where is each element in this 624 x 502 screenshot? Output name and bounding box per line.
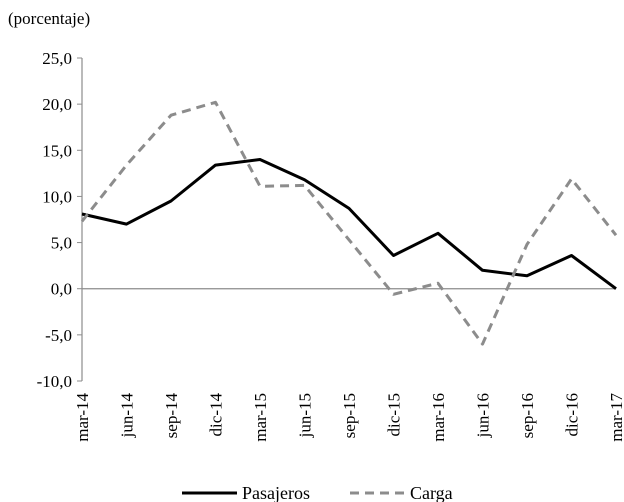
y-tick-label: -10,0: [37, 372, 72, 391]
series-layer: [80, 100, 618, 346]
x-tick-label: jun-15: [296, 393, 315, 438]
y-tick-label: 15,0: [42, 141, 72, 160]
legend-label-carga: Carga: [410, 483, 453, 502]
x-tick-label: mar-14: [73, 393, 92, 442]
axes: [81, 58, 616, 381]
x-tick-label: jun-16: [474, 393, 493, 438]
x-tick-label: dic-14: [207, 393, 226, 437]
legend-label-pasajeros: Pasajeros: [242, 483, 310, 502]
y-tick-label: -5,0: [45, 326, 72, 345]
unit-label: (porcentaje): [8, 9, 90, 28]
y-axis-ticks: -10,0 -5,0 0,0 5,0 10,0 15,0 20,0 25,0: [37, 49, 82, 391]
x-tick-label: dic-16: [563, 393, 582, 436]
x-tick-label: dic-15: [385, 393, 404, 436]
x-axis-ticks: mar-14 jun-14 sep-14 dic-14 mar-15 jun-15 sep-…: [73, 393, 624, 442]
series-line-pasajeros: [81, 158, 617, 290]
y-tick-label: 25,0: [42, 49, 72, 68]
y-tick-label: 0,0: [51, 280, 72, 299]
y-tick-label: 20,0: [42, 95, 72, 114]
x-tick-label: mar-15: [251, 393, 270, 442]
legend: Pasajeros Carga: [182, 483, 453, 502]
x-tick-label: sep-15: [340, 393, 359, 438]
series-line-carga: [80, 100, 618, 346]
x-tick-label: jun-14: [118, 393, 137, 439]
y-tick-label: 10,0: [42, 187, 72, 206]
x-tick-label: mar-17: [607, 393, 624, 442]
y-tick-label: 5,0: [51, 234, 72, 253]
x-tick-label: sep-14: [162, 393, 181, 439]
x-tick-label: sep-16: [518, 393, 537, 438]
x-tick-label: mar-16: [429, 393, 448, 442]
